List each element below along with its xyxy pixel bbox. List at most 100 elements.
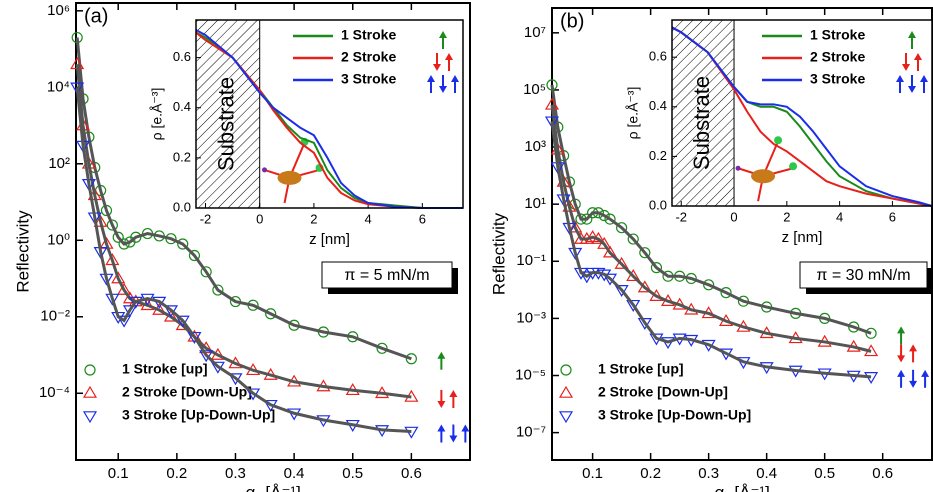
y-tick-label: 10⁻⁴ <box>39 384 70 401</box>
legend-label: 3 Stroke <box>810 71 865 87</box>
data-point <box>188 249 201 262</box>
x-tick-label: 0.4 <box>284 465 305 482</box>
legend-marker <box>82 385 98 398</box>
y-tick-label: 10⁷ <box>524 24 546 41</box>
y-tick-label: 10⁰ <box>47 231 70 248</box>
arrow-head <box>439 86 447 93</box>
x-tick-label: 0.5 <box>814 465 835 482</box>
arrow-head <box>897 355 906 363</box>
molecule-head <box>789 162 798 171</box>
data-point <box>175 315 190 328</box>
data-point <box>187 331 202 344</box>
y-tick-label: 10⁵ <box>523 81 546 98</box>
arrow-head <box>451 75 459 82</box>
legend-marker <box>84 364 96 376</box>
legend-marker <box>558 385 574 398</box>
data-point <box>265 308 277 320</box>
panel-label: (a) <box>84 5 108 27</box>
x-tick-label: -2 <box>675 209 687 224</box>
y-axis-label: Reflectivity <box>489 212 508 295</box>
x-label-part: q <box>245 483 255 492</box>
fit-line <box>75 87 412 434</box>
legend-label: 2 Stroke [Down-Up] <box>598 384 728 400</box>
y-tick-label: 10⁻¹ <box>516 252 546 269</box>
arrow-head <box>427 75 435 82</box>
arrow-head <box>437 424 446 432</box>
y-axis-label: Reflectivity <box>13 210 32 293</box>
arrow-head <box>909 380 918 388</box>
y-axis-label: ρ [e.Å⁻³] <box>625 87 641 140</box>
data-point <box>650 262 663 274</box>
arrow-head <box>908 31 916 38</box>
y-tick-label: 0.6 <box>173 49 191 64</box>
data-point <box>614 285 629 298</box>
x-axis-label: z [nm] <box>782 229 823 246</box>
annotation: π = 5 mN/m <box>344 267 429 284</box>
fit-line <box>550 84 872 335</box>
fit-line <box>75 37 412 361</box>
x-axis-label: qz [Å⁻¹] <box>714 483 770 492</box>
x-tick-label: 4 <box>836 209 843 224</box>
x-tick-label: 0.1 <box>108 465 129 482</box>
plot-frame <box>75 2 471 461</box>
data-point <box>112 231 124 243</box>
panel-label: (b) <box>560 10 584 32</box>
data-point <box>720 287 732 299</box>
data-point <box>130 231 142 243</box>
data-point <box>70 82 85 95</box>
x-tick-label: 0.6 <box>401 465 422 482</box>
arrow-head <box>437 351 446 359</box>
x-label-part: [Å⁻¹] <box>261 483 301 492</box>
y-tick-label: 0.4 <box>649 98 667 113</box>
data-point <box>118 238 130 250</box>
x-tick-label: -2 <box>200 211 212 226</box>
data-point <box>639 247 651 259</box>
x-tick-label: 0.6 <box>872 465 893 482</box>
y-tick-label: 10³ <box>524 138 546 155</box>
fit-line <box>550 121 872 379</box>
data-point <box>568 220 583 233</box>
annotation-box <box>799 261 928 289</box>
legend-marker <box>558 411 574 424</box>
legend-label: 2 Stroke <box>810 49 865 65</box>
density-line <box>671 26 933 207</box>
y-tick-label: 10² <box>48 155 70 172</box>
y-tick-label: 0.2 <box>173 149 191 164</box>
legend-marker <box>560 364 572 376</box>
x-tick-label: 0 <box>730 209 737 224</box>
x-tick-label: 0.3 <box>225 465 246 482</box>
arrow-head <box>914 53 922 60</box>
x-label-part: q <box>714 483 724 492</box>
arrow-head <box>449 389 458 397</box>
arrow-head <box>908 86 916 93</box>
x-tick-label: 2 <box>783 209 790 224</box>
x-tick-label: 0.2 <box>166 465 187 482</box>
inset-frame <box>195 19 464 209</box>
arrow-head <box>897 369 906 377</box>
legend-label: 3 Stroke <box>341 71 396 87</box>
y-tick-label: 10¹ <box>524 195 546 212</box>
legend-label: 1 Stroke [up] <box>598 361 684 377</box>
y-tick-label: 0.6 <box>649 49 667 64</box>
data-point <box>660 337 676 350</box>
y-tick-label: 10⁻³ <box>516 309 546 326</box>
y-tick-label: 0.2 <box>649 148 667 163</box>
data-point <box>177 238 189 250</box>
arrow-head <box>439 31 447 38</box>
legend-label: 1 Stroke <box>810 27 865 43</box>
data-point <box>627 233 639 245</box>
x-tick-label: 0 <box>256 211 263 226</box>
data-point <box>703 279 715 291</box>
molecule-core <box>277 170 302 185</box>
molecule-node <box>262 167 268 173</box>
molecule-core <box>751 169 776 184</box>
legend-label: 2 Stroke [Down-Up] <box>122 384 252 400</box>
legend-label: 2 Stroke <box>341 49 396 65</box>
arrow-head <box>921 369 930 377</box>
data-point <box>865 327 877 339</box>
arrow-head <box>437 400 446 408</box>
data-point <box>604 213 616 225</box>
y-tick-label: 10⁻² <box>40 308 70 325</box>
data-point <box>602 245 618 258</box>
